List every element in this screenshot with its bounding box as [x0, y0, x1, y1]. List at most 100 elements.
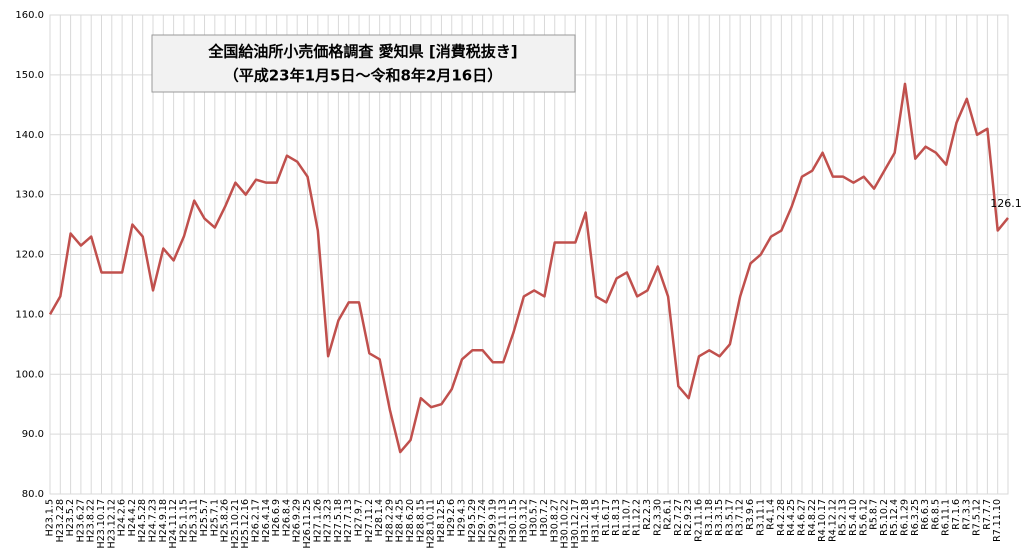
x-tick-label: H30.3.12 [518, 499, 529, 542]
x-tick-label: R1.10.7 [621, 499, 632, 536]
x-tick-label: H23.10.17 [96, 499, 107, 548]
x-tick-label: R2.7.27 [673, 499, 684, 536]
x-tick-label: H25.7.1 [209, 499, 220, 536]
x-tick-label: R4.12.12 [827, 499, 838, 542]
x-tick-label: R3.3.15 [714, 499, 725, 536]
x-tick-label: H27.1.26 [312, 499, 323, 542]
x-tick-label: H26.6.9 [271, 499, 282, 536]
line-series [48, 82, 1009, 454]
x-tick-label: H29.9.19 [487, 499, 498, 542]
x-tick-label: R5.10.2 [879, 499, 890, 536]
y-tick-label: 80.0 [22, 489, 44, 500]
y-tick-label: 110.0 [15, 309, 44, 320]
x-tick-label: H28.12.5 [436, 499, 447, 542]
x-tick-label: R6.8.5 [930, 499, 941, 530]
x-tick-label: H25.12.16 [240, 499, 251, 548]
x-tick-label: H28.10.11 [426, 499, 437, 548]
x-tick-label: R3.7.12 [735, 499, 746, 536]
x-tick-label: H29.4.3 [457, 499, 468, 536]
x-tick-label: R1.6.17 [601, 499, 612, 536]
x-tick-label: H24.2.6 [117, 499, 128, 536]
x-tick-label: H28.2.29 [384, 499, 395, 542]
x-tick-label: H24.5.28 [137, 499, 148, 542]
y-tick-label: 150.0 [15, 70, 44, 81]
x-tick-label: R6.1.29 [899, 499, 910, 536]
x-tick-label: H26.8.4 [281, 499, 292, 536]
x-tick-label: H30.1.15 [508, 499, 519, 542]
x-tick-label: R2.11.16 [693, 499, 704, 542]
x-tick-label: R4.4.25 [786, 499, 797, 536]
x-tick-label: R2.6.1 [663, 499, 674, 530]
x-tick-label: R3.5.17 [724, 499, 735, 536]
x-tick-label: R2.9.23 [683, 499, 694, 536]
x-tick-label: H26.9.29 [292, 499, 303, 542]
x-tick-label: R1.8.13 [611, 499, 622, 536]
x-tick-label: R6.3.25 [910, 499, 921, 536]
chart-subtitle: （平成23年1月5日～令和8年2月16日） [224, 67, 503, 85]
x-tick-label: H30.10.22 [560, 499, 571, 548]
x-tick-label: R5.8.7 [869, 499, 880, 530]
x-tick-label: H23.12.12 [106, 499, 117, 548]
x-tick-label: H31.4.15 [590, 499, 601, 542]
x-tick-label: R4.8.22 [807, 499, 818, 536]
x-tick-label: R5.6.12 [858, 499, 869, 536]
x-tick-label: H26.11.25 [302, 499, 313, 548]
x-tick-label: H30.8.27 [549, 499, 560, 542]
y-tick-label: 140.0 [15, 130, 44, 141]
x-tick-label: H29.7.24 [477, 499, 488, 542]
x-tick-label: H30.12.17 [570, 499, 581, 548]
x-tick-label: H23.5.2 [65, 499, 76, 536]
x-tick-label: H23.8.22 [86, 499, 97, 542]
x-tick-label: R4.2.28 [776, 499, 787, 536]
x-tick-label: H24.11.12 [168, 499, 179, 548]
x-tick-label: R2.3.30 [652, 499, 663, 536]
x-tick-label: R7.11.10 [992, 499, 1003, 542]
x-tick-label: H28.4.25 [395, 499, 406, 542]
x-tick-label: H25.8.26 [220, 499, 231, 542]
x-tick-label: H30.7.2 [539, 499, 550, 536]
x-tick-label: H27.3.23 [323, 499, 334, 542]
x-tick-label: R7.1.6 [951, 499, 962, 530]
y-tick-label: 160.0 [15, 10, 44, 21]
x-tick-label: R5.2.13 [838, 499, 849, 536]
x-tick-label: H27.5.18 [333, 499, 344, 542]
y-tick-label: 100.0 [15, 369, 44, 380]
x-tick-label: H24.9.18 [158, 499, 169, 542]
x-tick-label: R3.1.18 [704, 499, 715, 536]
x-tick-label: H25.3.11 [189, 499, 200, 542]
x-tick-label: H27.7.13 [343, 499, 354, 542]
x-tick-label: H29.5.29 [467, 499, 478, 542]
x-tick-label: H28.6.20 [405, 499, 416, 542]
x-tick-label: H26.4.14 [261, 499, 272, 542]
x-tick-label: H30.5.7 [529, 499, 540, 536]
x-tick-label: R1.12.2 [632, 499, 643, 536]
x-tick-label: H29.11.13 [498, 499, 509, 548]
plot-frame [49, 14, 1009, 495]
x-tick-label: H24.7.23 [148, 499, 159, 542]
x-tick-label: R4.1.4 [766, 499, 777, 530]
data-label: 126.1 [990, 197, 1022, 210]
x-tick-label: R4.6.27 [796, 499, 807, 536]
x-tick-label: H23.6.27 [75, 499, 86, 542]
x-tick-label: R7.5.12 [972, 499, 983, 536]
x-tick-label: R5.12.4 [889, 499, 900, 536]
title-box [151, 34, 576, 93]
x-tick-label: R7.3.3 [961, 499, 972, 530]
x-tick-label: H25.1.15 [178, 499, 189, 542]
x-tick-label: H25.5.7 [199, 499, 210, 536]
x-tick-label: H23.2.28 [55, 499, 66, 542]
x-tick-label: R3.9.6 [745, 499, 756, 530]
x-tick-label: H25.10.21 [230, 499, 241, 548]
x-tick-label: R6.6.3 [920, 499, 931, 530]
x-tick-label: R4.10.17 [817, 499, 828, 542]
y-tick-label: 90.0 [22, 429, 44, 440]
y-tick-label: 130.0 [15, 190, 44, 201]
x-tick-label: H28.8.15 [415, 499, 426, 542]
x-tick-label: H29.2.6 [446, 499, 457, 536]
x-tick-label: H31.2.18 [580, 499, 591, 542]
chart-title: 全国給油所小売価格調査 愛知県 [消費税抜き] [207, 43, 517, 61]
x-tick-label: H27.11.2 [364, 499, 375, 542]
x-tick-label: R3.11.1 [755, 499, 766, 536]
x-tick-label: H26.2.17 [251, 499, 262, 542]
